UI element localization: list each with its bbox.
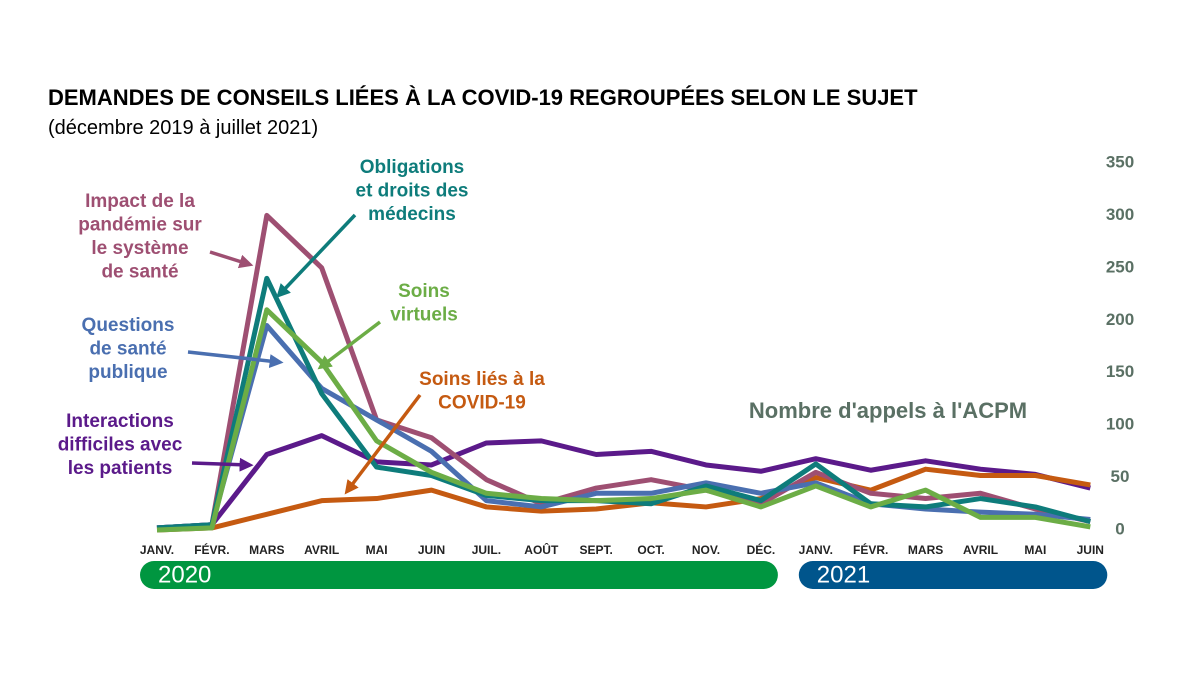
series-label: Questions de santé publique: [82, 315, 175, 383]
x-tick-label: AVRIL: [304, 543, 339, 557]
x-tick-label: MARS: [249, 543, 284, 557]
series-line: [156, 307, 1091, 533]
y-tick-label: 350: [1106, 152, 1134, 171]
y-tick-label: 200: [1106, 310, 1134, 329]
annotation-arrow: [209, 250, 254, 269]
y-tick-label: 150: [1106, 362, 1134, 381]
x-tick-label: AVRIL: [963, 543, 998, 557]
annotation-arrow: [191, 457, 254, 472]
y-tick-label: 250: [1106, 257, 1134, 276]
series-label: Impact de la pandémie sur le système de san…: [78, 191, 202, 283]
x-tick-label: MARS: [908, 543, 943, 557]
x-tick-label: JUIN: [1077, 543, 1104, 557]
chart-subtitle: (décembre 2019 à juillet 2021): [48, 117, 318, 139]
series-label: Soins liés à la COVID-19: [419, 369, 545, 414]
y-tick-label: 50: [1111, 467, 1130, 486]
annotation-arrow: [276, 213, 357, 299]
x-tick-label: MAI: [366, 543, 388, 557]
y-tick-label: 300: [1106, 205, 1134, 224]
year-label: 2021: [817, 561, 870, 588]
x-tick-label: OCT.: [637, 543, 664, 557]
annotation-arrow: [187, 350, 284, 369]
y-tick-label: 100: [1106, 415, 1134, 434]
x-tick-label: AOÛT: [524, 542, 559, 557]
y-tick-label: 0: [1115, 519, 1124, 538]
chart-title: DEMANDES DE CONSEILS LIÉES À LA COVID-19…: [48, 85, 918, 110]
x-tick-label: SEPT.: [580, 543, 613, 557]
year-label: 2020: [158, 561, 211, 588]
x-tick-label: DÉC.: [747, 542, 776, 557]
x-tick-label: FÉVR.: [853, 542, 888, 557]
x-tick-label: JANV.: [799, 543, 833, 557]
x-tick-label: JANV.: [140, 543, 174, 557]
x-tick-label: FÉVR.: [194, 542, 229, 557]
annotation-arrow: [344, 393, 422, 495]
series-label: Obligations et droits des médecins: [356, 157, 469, 225]
year-band: [140, 561, 778, 589]
series-line: [156, 212, 1091, 531]
series-line: [156, 433, 1091, 531]
year-band: [798, 561, 1108, 589]
series-label: Interactions difficiles avec les patients: [58, 411, 183, 479]
series-line: [156, 466, 1091, 533]
x-tick-label: NOV.: [692, 543, 720, 557]
annotation-arrow: [317, 320, 382, 370]
series-label: Soins virtuels: [390, 281, 458, 326]
series-line: [156, 275, 1091, 531]
y-axis-label: Nombre d'appels à l'ACPM: [749, 398, 1027, 423]
x-tick-label: JUIN: [418, 543, 445, 557]
x-tick-label: MAI: [1024, 543, 1046, 557]
x-tick-label: JUIL.: [472, 543, 501, 557]
